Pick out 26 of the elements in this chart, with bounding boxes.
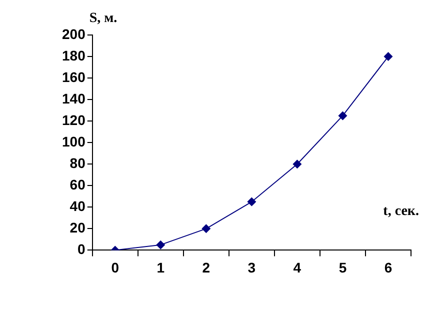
- y-tick-label: 60: [70, 176, 86, 192]
- x-tick-label: 5: [338, 259, 347, 276]
- point: [156, 240, 166, 250]
- y-axis-title: S, м.: [89, 11, 118, 26]
- y-tick-label: 20: [70, 220, 86, 236]
- x-tick-label: 2: [202, 259, 210, 276]
- point: [338, 111, 348, 120]
- y-tick-label: 140: [62, 90, 86, 106]
- y-tick-label: 200: [62, 26, 86, 42]
- x-tick-label: 4: [293, 259, 302, 276]
- y-tick-label: 0: [78, 241, 86, 258]
- point: [292, 160, 302, 169]
- y-tick-label: 100: [62, 133, 86, 150]
- x-tick-label: 3: [248, 259, 256, 276]
- y-tick-label: 80: [70, 154, 86, 171]
- point: [247, 197, 256, 206]
- x-tick-label: 6: [384, 259, 392, 276]
- x-tick-label: 1: [156, 259, 165, 276]
- y-tick-label: 160: [62, 68, 86, 85]
- point: [384, 52, 393, 62]
- point: [202, 224, 211, 234]
- y-tick-label: 120: [62, 112, 86, 128]
- y-tick-label: 180: [62, 47, 86, 64]
- y-tick-label: 40: [70, 198, 86, 214]
- x-tick-label: 0: [111, 259, 120, 276]
- x-axis-title: t, сек.: [383, 204, 419, 220]
